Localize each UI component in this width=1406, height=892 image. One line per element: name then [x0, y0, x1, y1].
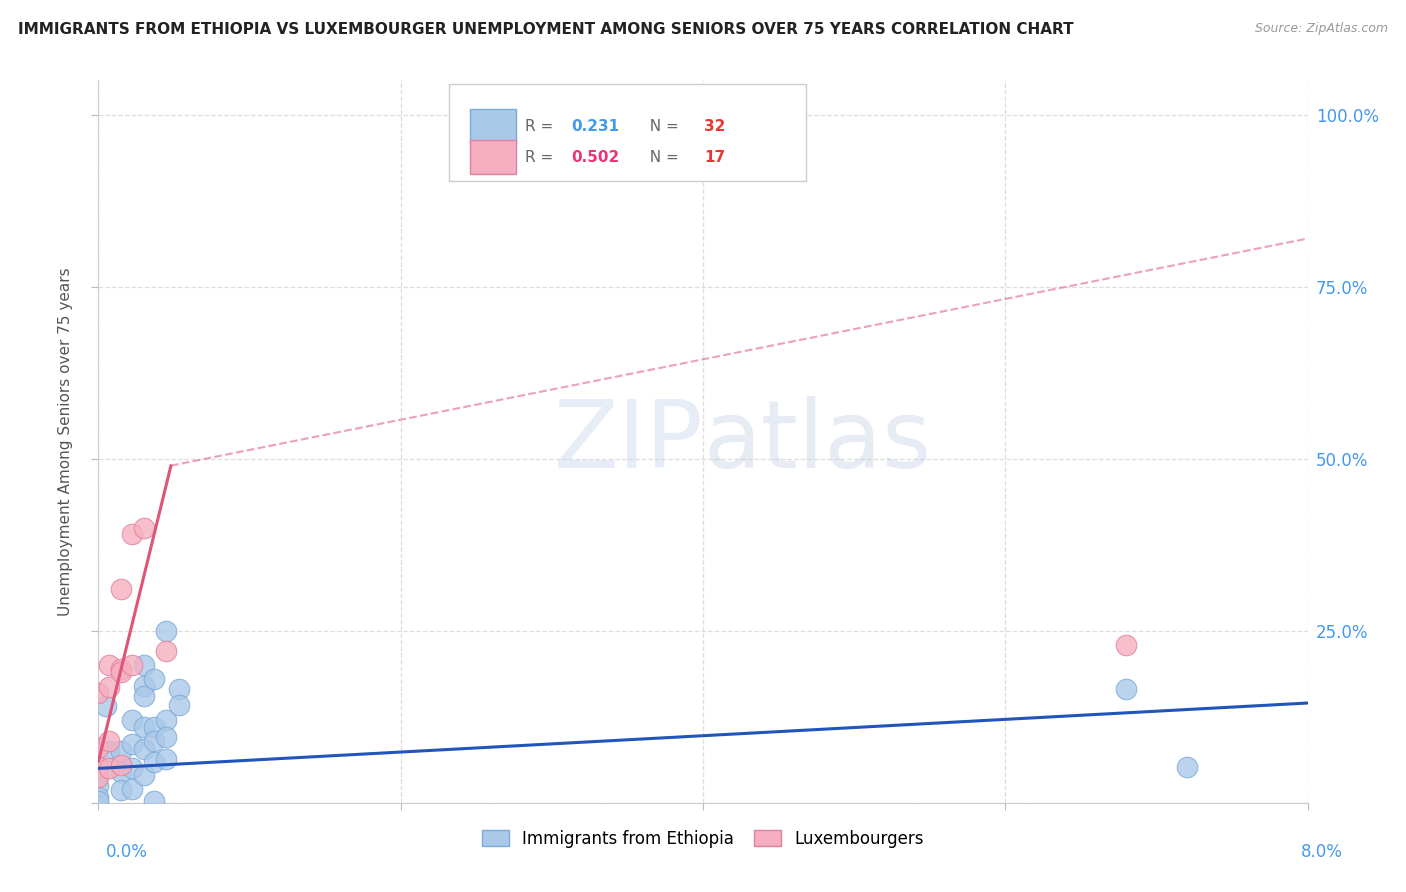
Point	[121, 527, 143, 541]
Point	[98, 658, 121, 673]
Point	[87, 794, 110, 808]
Point	[155, 644, 177, 658]
Point	[143, 794, 166, 808]
Point	[1115, 638, 1137, 652]
Point	[1175, 760, 1198, 774]
Text: N =: N =	[640, 119, 683, 134]
Y-axis label: Unemployment Among Seniors over 75 years: Unemployment Among Seniors over 75 years	[58, 268, 73, 615]
Point	[110, 744, 132, 758]
Point	[87, 740, 110, 755]
Text: IMMIGRANTS FROM ETHIOPIA VS LUXEMBOURGER UNEMPLOYMENT AMONG SENIORS OVER 75 YEAR: IMMIGRANTS FROM ETHIOPIA VS LUXEMBOURGER…	[18, 22, 1074, 37]
Text: ZIP: ZIP	[554, 395, 703, 488]
Point	[98, 761, 121, 775]
Point	[110, 758, 132, 772]
Point	[132, 742, 155, 756]
Point	[132, 658, 155, 673]
Point	[167, 682, 190, 697]
Point	[155, 713, 177, 727]
Point	[110, 764, 132, 779]
FancyBboxPatch shape	[449, 84, 806, 181]
Point	[155, 752, 177, 766]
Point	[94, 699, 117, 714]
Point	[1115, 682, 1137, 697]
Point	[98, 744, 121, 758]
Point	[167, 698, 190, 712]
Text: Source: ZipAtlas.com: Source: ZipAtlas.com	[1254, 22, 1388, 36]
Text: 17: 17	[704, 150, 725, 164]
Text: 32: 32	[704, 119, 725, 134]
Point	[121, 713, 143, 727]
Text: N =: N =	[640, 150, 683, 164]
Point	[110, 783, 132, 797]
Point	[132, 679, 155, 693]
Point	[143, 734, 166, 748]
Point	[132, 720, 155, 734]
Point	[132, 768, 155, 782]
Text: atlas: atlas	[703, 395, 931, 488]
Point	[98, 680, 121, 694]
Point	[110, 662, 132, 676]
Point	[87, 686, 110, 700]
Point	[121, 658, 143, 673]
Point	[155, 624, 177, 638]
Point	[143, 720, 166, 734]
Text: 0.502: 0.502	[571, 150, 620, 164]
Point	[121, 782, 143, 797]
Point	[121, 737, 143, 751]
Point	[98, 734, 121, 748]
Point	[143, 755, 166, 769]
Point	[143, 672, 166, 686]
Text: R =: R =	[526, 119, 558, 134]
Point	[110, 665, 132, 679]
Text: 0.0%: 0.0%	[105, 843, 148, 861]
Point	[132, 520, 155, 534]
Point	[87, 779, 110, 793]
Point	[87, 770, 110, 784]
Point	[121, 761, 143, 775]
Text: 8.0%: 8.0%	[1301, 843, 1343, 861]
Bar	[470, 140, 516, 175]
Point	[87, 760, 110, 774]
Legend: Immigrants from Ethiopia, Luxembourgers: Immigrants from Ethiopia, Luxembourgers	[474, 822, 932, 856]
Bar	[470, 109, 516, 144]
Point	[155, 731, 177, 745]
Point	[132, 689, 155, 703]
Point	[110, 582, 132, 597]
Point	[87, 790, 110, 805]
Text: R =: R =	[526, 150, 558, 164]
Text: 0.231: 0.231	[571, 119, 619, 134]
Point	[87, 768, 110, 782]
